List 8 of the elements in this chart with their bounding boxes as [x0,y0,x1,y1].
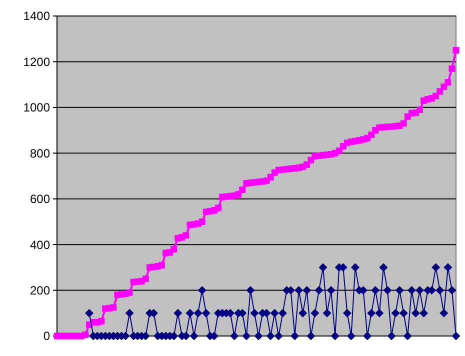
y-tick-label: 400 [30,238,50,252]
y-tick-label: 200 [30,283,50,298]
y-tick-label: 0 [43,329,50,344]
y-tick-label: 600 [30,192,50,206]
y-tick-label: 800 [30,146,50,160]
y-tick-label: 1000 [23,100,50,115]
y-tick-label: 1400 [23,9,50,24]
y-tick-label: 1200 [23,54,50,69]
